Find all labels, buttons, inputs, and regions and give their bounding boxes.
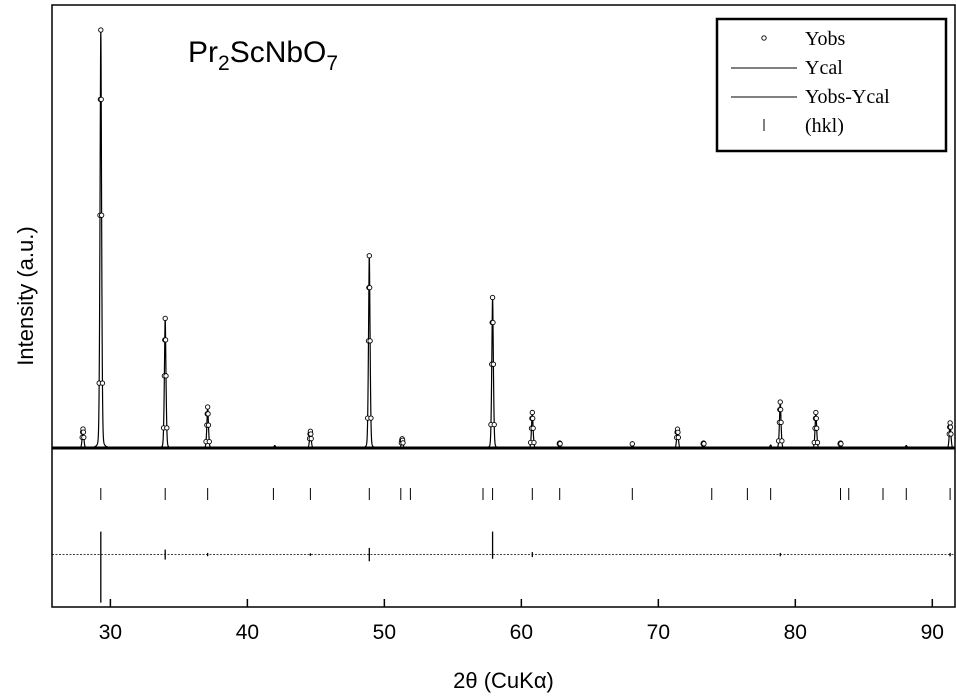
yobs-point xyxy=(368,415,374,421)
x-tick-label: 30 xyxy=(99,621,122,644)
yobs-point xyxy=(778,419,784,426)
legend: Yobs Ycal Yobs-Ycal (hkl) xyxy=(715,17,948,153)
yobs-point xyxy=(813,409,819,416)
yobs-point xyxy=(491,421,497,428)
legend-entry: Yobs xyxy=(761,28,845,50)
yobs-point xyxy=(98,96,104,102)
yobs-point xyxy=(777,399,783,405)
compound-text: ScNbO xyxy=(230,36,327,69)
hkl-tick-marks xyxy=(100,487,951,500)
yobs-point xyxy=(948,431,954,437)
yobs-point xyxy=(814,439,821,446)
yobs-point xyxy=(529,409,535,416)
yobs-point xyxy=(814,425,820,431)
compound-subscript: 2 xyxy=(218,52,230,75)
yobs-point xyxy=(81,434,87,441)
x-tick-label: 90 xyxy=(921,621,944,644)
difference-curve xyxy=(52,531,955,603)
yobs-points xyxy=(79,27,954,447)
x-tick-label: 80 xyxy=(784,621,807,644)
yobs-point xyxy=(162,337,169,343)
yobs-point xyxy=(675,434,681,441)
yobs-point xyxy=(205,404,211,410)
yobs-point xyxy=(947,420,953,426)
yobs-point xyxy=(99,380,106,386)
yobs-point xyxy=(98,212,105,218)
yobs-point xyxy=(205,411,211,417)
yobs-point xyxy=(779,438,785,444)
yobs-point xyxy=(164,425,170,431)
yobs-point xyxy=(366,253,372,259)
yobs-point xyxy=(490,361,497,367)
yobs-point xyxy=(629,441,635,447)
yobs-point xyxy=(489,294,496,301)
yobs-point xyxy=(163,373,169,379)
yobs-point xyxy=(947,424,954,430)
yobs-point xyxy=(308,431,314,437)
x-tick-label: 60 xyxy=(510,621,533,644)
y-axis-label: Intensity (a.u.) xyxy=(13,226,38,365)
yobs-point xyxy=(838,441,844,447)
yobs-point xyxy=(813,415,819,422)
legend-entry: (hkl) xyxy=(763,115,844,137)
yobs-point xyxy=(778,406,784,413)
x-axis-label: 2θ (CuKα) xyxy=(453,668,554,693)
yobs-point xyxy=(206,438,212,445)
yobs-point xyxy=(308,436,314,442)
yobs-point xyxy=(531,439,537,446)
yobs-point xyxy=(400,440,406,446)
legend-label: Yobs xyxy=(805,28,845,50)
yobs-point xyxy=(530,425,536,431)
x-axis: 30 40 50 60 70 80 90 xyxy=(99,599,944,644)
yobs-point xyxy=(675,429,681,435)
x-tick-label: 70 xyxy=(647,621,670,644)
legend-label: Yobs-Ycal xyxy=(805,86,890,108)
ycal-curve xyxy=(51,29,955,450)
compound-label: Pr2ScNbO7 xyxy=(188,36,338,75)
legend-entry: Ycal xyxy=(731,57,843,79)
x-tick-label: 50 xyxy=(373,621,396,644)
legend-box xyxy=(715,17,948,153)
legend-entry: Yobs-Ycal xyxy=(731,86,890,108)
yobs-point xyxy=(367,338,373,344)
compound-subscript: 7 xyxy=(326,52,338,75)
yobs-point xyxy=(205,422,212,428)
yobs-point xyxy=(162,315,168,322)
compound-text: Pr xyxy=(188,36,218,69)
yobs-point xyxy=(530,415,536,422)
legend-marker-circle xyxy=(761,35,767,41)
plot-frame xyxy=(51,4,956,608)
legend-label: (hkl) xyxy=(805,115,844,137)
x-tick-label: 40 xyxy=(236,621,259,644)
yobs-point xyxy=(557,441,563,447)
legend-label: Ycal xyxy=(805,57,843,79)
yobs-point xyxy=(80,429,87,435)
yobs-point xyxy=(98,27,104,33)
yobs-point xyxy=(490,319,496,326)
yobs-point xyxy=(367,284,373,291)
yobs-point xyxy=(701,441,707,447)
